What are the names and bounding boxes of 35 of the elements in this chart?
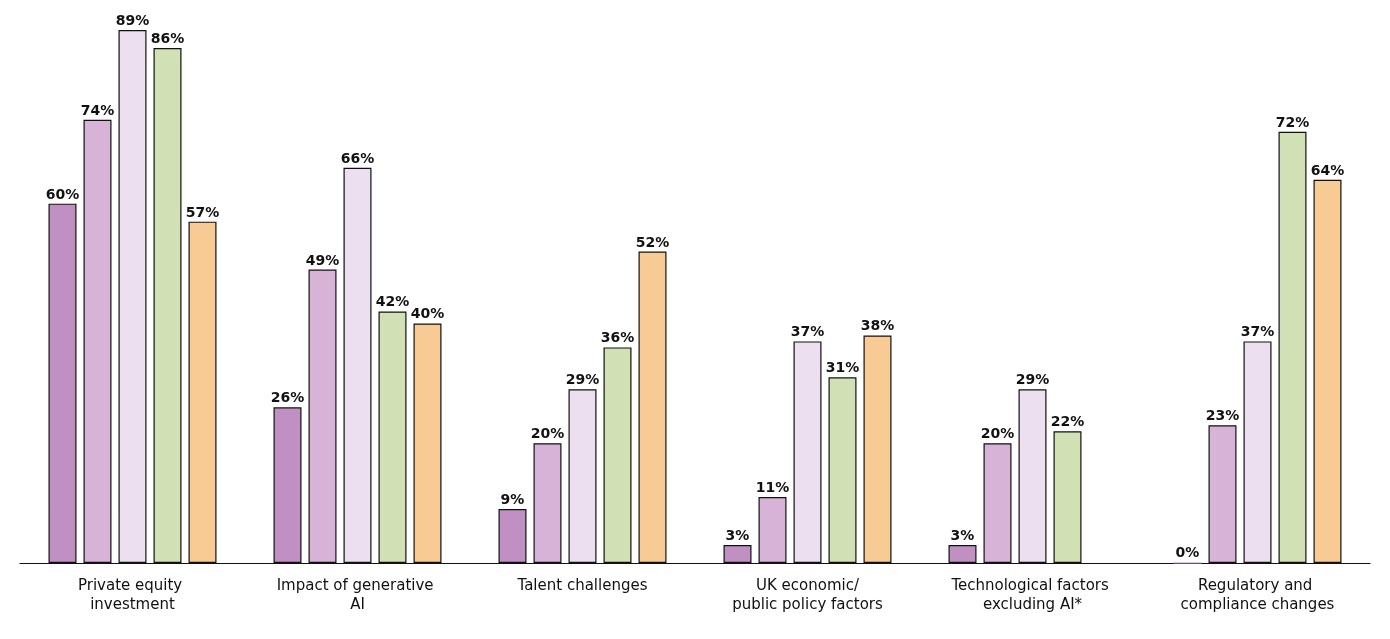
data-label: 36%	[600, 329, 635, 346]
data-label: 22%	[1050, 413, 1085, 430]
data-label: 64%	[1310, 161, 1345, 178]
data-label: 29%	[565, 371, 600, 388]
data-label: 11%	[755, 479, 790, 496]
data-label: 66%	[340, 149, 375, 166]
data-label: 38%	[860, 317, 895, 334]
data-label: 20%	[980, 425, 1015, 442]
x-tick-label: Talent challenges	[516, 575, 648, 594]
x-tick-label: Technological factors excluding AI*	[950, 575, 1114, 613]
data-label: 0%	[1175, 544, 1200, 561]
data-label: 9%	[500, 491, 525, 508]
data-label: 29%	[1015, 371, 1050, 388]
x-tick-label: Private equity investment	[77, 575, 188, 613]
data-label: 74%	[80, 101, 115, 118]
data-label: 3%	[725, 527, 750, 544]
data-label: 37%	[1240, 323, 1275, 340]
data-label: 86%	[150, 29, 185, 46]
data-label: 42%	[375, 293, 410, 310]
data-label: 3%	[950, 527, 975, 544]
data-label: 72%	[1275, 113, 1310, 130]
x-tick-label: UK economic/ public policy factors	[732, 575, 883, 613]
data-label: 40%	[410, 305, 445, 322]
data-label: 20%	[530, 425, 565, 442]
data-label: 57%	[185, 203, 220, 220]
data-label: 31%	[825, 359, 860, 376]
data-label: 49%	[305, 251, 340, 268]
data-label: 60%	[45, 185, 80, 202]
data-label: 23%	[1205, 407, 1240, 424]
data-label: 89%	[115, 12, 150, 28]
data-label: 26%	[270, 389, 305, 406]
x-tick-label: Regulatory and compliance changes	[1180, 575, 1335, 613]
x-tick-label: Impact of generative AI	[276, 575, 439, 613]
data-label: 37%	[790, 323, 825, 340]
data-label: 52%	[635, 233, 670, 250]
